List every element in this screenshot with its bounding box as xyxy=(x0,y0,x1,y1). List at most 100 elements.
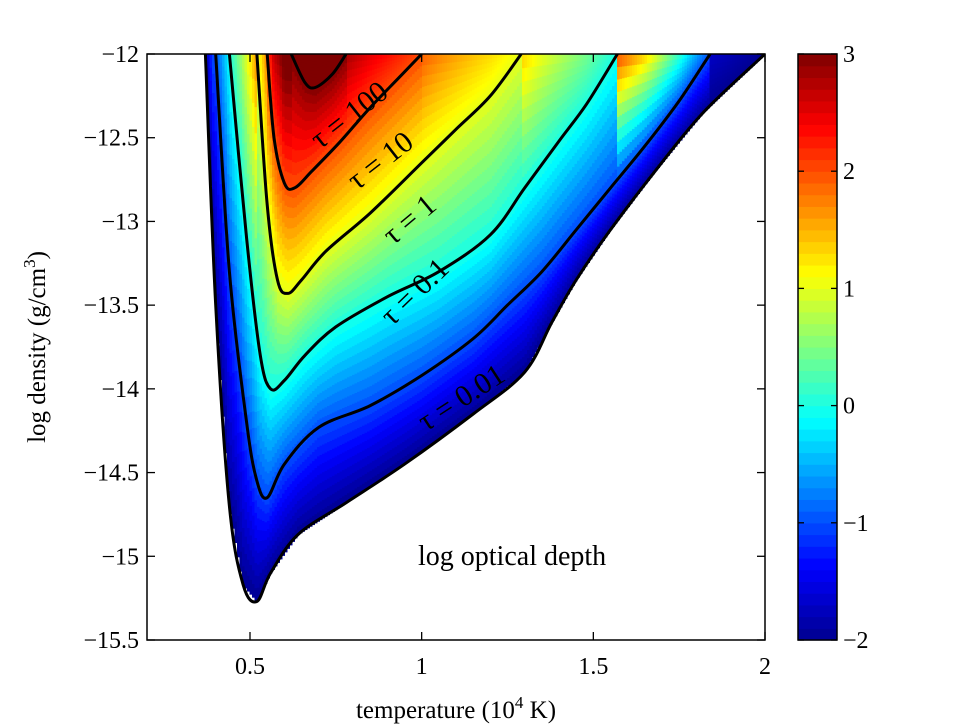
color-cell xyxy=(267,528,270,538)
color-cell xyxy=(362,283,365,294)
color-cell xyxy=(402,245,405,258)
color-cell xyxy=(397,249,400,261)
color-cell xyxy=(417,166,420,179)
color-cell xyxy=(217,169,220,195)
color-cell xyxy=(322,244,325,255)
color-cell xyxy=(379,232,383,243)
color-cell xyxy=(347,386,350,397)
color-cell xyxy=(277,84,280,96)
color-cell xyxy=(337,89,340,98)
color-cell xyxy=(394,390,398,400)
color-cell xyxy=(304,371,308,382)
color-cell xyxy=(392,392,395,401)
color-cell xyxy=(304,290,308,300)
color-cell xyxy=(437,416,440,425)
color-cell xyxy=(467,104,470,112)
color-cell xyxy=(227,213,230,235)
color-cell xyxy=(449,86,453,95)
color-cell xyxy=(452,405,455,415)
color-cell xyxy=(282,484,285,494)
color-cell xyxy=(359,476,363,486)
color-cell xyxy=(309,240,313,251)
color-cell xyxy=(334,233,338,244)
color-cell xyxy=(292,288,295,297)
color-cell xyxy=(427,84,430,96)
color-cell xyxy=(329,367,333,378)
color-cell xyxy=(334,165,338,176)
color-cell xyxy=(377,273,380,284)
color-cell xyxy=(347,475,350,485)
color-cell xyxy=(214,130,218,157)
color-cell xyxy=(279,506,283,516)
color-cell xyxy=(392,147,395,160)
color-cell xyxy=(317,124,320,134)
color-cell xyxy=(307,138,310,149)
color-cell xyxy=(314,379,318,389)
color-cell xyxy=(292,257,295,269)
color-cell xyxy=(224,117,228,135)
color-cell xyxy=(429,113,433,125)
color-cell xyxy=(254,512,258,526)
color-cell xyxy=(364,244,368,255)
color-cell xyxy=(342,288,345,298)
color-cell xyxy=(404,416,408,425)
color-cell xyxy=(219,159,223,185)
color-cell xyxy=(404,345,408,357)
color-cell xyxy=(432,225,435,239)
color-cell xyxy=(374,175,378,188)
color-cell xyxy=(477,371,480,380)
color-cell xyxy=(242,450,245,471)
color-cell xyxy=(409,61,413,64)
color-cell xyxy=(352,281,355,291)
color-cell xyxy=(367,261,370,272)
color-cell xyxy=(359,230,363,241)
color-cell xyxy=(412,450,415,459)
color-cell xyxy=(307,102,310,112)
color-cell xyxy=(379,340,383,351)
color-cell xyxy=(444,426,448,435)
color-cell xyxy=(434,356,438,366)
color-cell xyxy=(427,168,430,182)
color-cell xyxy=(474,290,478,301)
color-cell xyxy=(232,483,235,507)
color-cell xyxy=(317,57,320,61)
color-cell xyxy=(469,155,473,170)
color-cell xyxy=(272,68,275,77)
color-cell xyxy=(437,354,440,365)
color-cell xyxy=(449,281,453,292)
color-cell xyxy=(279,323,283,335)
color-cell xyxy=(432,405,435,414)
color-cell xyxy=(314,448,318,459)
color-cell xyxy=(324,175,328,186)
color-cell xyxy=(304,338,308,348)
color-cell xyxy=(369,91,373,97)
color-cell xyxy=(314,176,318,187)
color-cell xyxy=(279,190,283,203)
color-cell xyxy=(432,54,435,65)
color-cell xyxy=(294,100,298,114)
color-cell xyxy=(484,264,488,275)
color-cell xyxy=(257,494,260,507)
color-cell xyxy=(442,243,445,257)
color-cell xyxy=(342,425,345,436)
color-cell xyxy=(394,72,398,77)
color-cell xyxy=(392,68,395,73)
color-cell xyxy=(314,287,318,297)
color-cell xyxy=(384,347,388,358)
color-cell xyxy=(254,332,258,349)
color-cell xyxy=(304,306,308,316)
color-cell xyxy=(282,276,285,289)
color-cell xyxy=(247,378,250,397)
color-cell xyxy=(429,202,433,216)
color-cell xyxy=(322,96,325,106)
color-cell xyxy=(239,214,243,236)
color-cell xyxy=(399,403,403,412)
color-cell xyxy=(324,61,328,65)
color-cell xyxy=(244,340,248,361)
color-cell xyxy=(367,214,370,225)
color-cell xyxy=(267,229,270,247)
color-cell xyxy=(302,496,305,506)
color-cell xyxy=(299,73,303,86)
color-cell xyxy=(352,403,355,414)
color-cell xyxy=(332,493,335,503)
